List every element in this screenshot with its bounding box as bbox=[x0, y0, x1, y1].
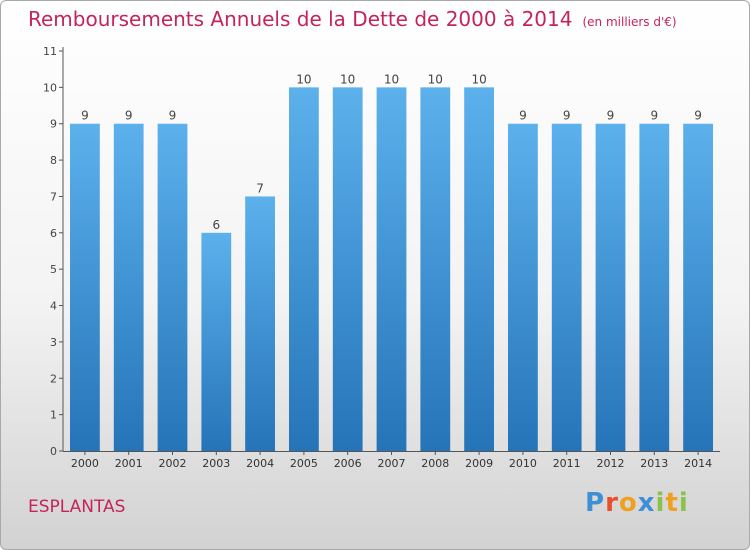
logo-letter: t bbox=[665, 488, 679, 518]
x-tick-label: 2008 bbox=[421, 457, 449, 470]
bar bbox=[508, 123, 538, 452]
x-tick-label: 2000 bbox=[71, 457, 99, 470]
logo-letter: i bbox=[678, 488, 689, 518]
logo-letter: o bbox=[618, 488, 638, 518]
unit-label: (en milliers d'€) bbox=[582, 15, 677, 29]
data-label: 10 bbox=[471, 72, 486, 86]
data-label: 10 bbox=[296, 72, 311, 86]
logo-letter: x bbox=[637, 488, 656, 518]
y-tick-label: 1 bbox=[50, 409, 57, 422]
x-tick-label: 2009 bbox=[465, 457, 493, 470]
data-label: 9 bbox=[125, 109, 133, 123]
bar bbox=[420, 87, 451, 451]
x-tick-label: 2014 bbox=[684, 457, 712, 470]
x-tick-label: 2011 bbox=[553, 457, 581, 470]
data-label: 9 bbox=[519, 109, 527, 123]
y-tick-label: 2 bbox=[50, 372, 57, 385]
y-tick-label: 7 bbox=[50, 190, 57, 203]
data-label: 9 bbox=[650, 109, 658, 123]
bar bbox=[201, 232, 232, 451]
y-tick-label: 10 bbox=[43, 81, 57, 94]
commune-name: ESPLANTAS bbox=[28, 497, 126, 517]
y-tick-label: 3 bbox=[50, 336, 57, 349]
y-tick-label: 8 bbox=[50, 154, 57, 167]
x-tick-label: 2003 bbox=[202, 457, 230, 470]
bar bbox=[332, 87, 363, 451]
logo-letter: P bbox=[585, 488, 606, 518]
data-label: 10 bbox=[428, 72, 443, 86]
x-tick-label: 2010 bbox=[509, 457, 537, 470]
x-tick-label: 2013 bbox=[640, 457, 668, 470]
logo-letter: r bbox=[605, 488, 619, 518]
x-tick-label: 2002 bbox=[159, 457, 187, 470]
x-tick-label: 2006 bbox=[334, 457, 362, 470]
data-label: 9 bbox=[694, 109, 702, 123]
data-label: 7 bbox=[256, 181, 264, 195]
x-tick-label: 2012 bbox=[597, 457, 625, 470]
y-tick-label: 4 bbox=[50, 300, 57, 313]
data-label: 9 bbox=[563, 109, 571, 123]
x-tick-label: 2005 bbox=[290, 457, 318, 470]
y-tick-label: 11 bbox=[43, 45, 57, 58]
logo-letter: i bbox=[655, 488, 666, 518]
bar bbox=[595, 123, 626, 452]
chart-title-text: Remboursements Annuels de la Dette de 20… bbox=[28, 7, 573, 31]
y-tick-label: 6 bbox=[50, 227, 57, 240]
x-tick-label: 2007 bbox=[378, 457, 406, 470]
bar bbox=[639, 123, 670, 452]
data-label: 9 bbox=[81, 109, 89, 123]
y-tick-label: 9 bbox=[50, 118, 57, 131]
bar bbox=[683, 123, 713, 452]
bar bbox=[376, 87, 407, 451]
bar bbox=[289, 87, 319, 451]
bar bbox=[113, 123, 144, 452]
bar bbox=[157, 123, 188, 452]
chart-title: Remboursements Annuels de la Dette de 20… bbox=[28, 7, 677, 31]
data-label: 6 bbox=[212, 218, 220, 232]
proxiti-logo: Proxiti bbox=[585, 488, 689, 518]
data-label: 10 bbox=[384, 72, 399, 86]
data-label: 9 bbox=[169, 109, 177, 123]
bar bbox=[551, 123, 582, 452]
bar bbox=[245, 196, 275, 451]
bar bbox=[464, 87, 494, 451]
y-tick-label: 0 bbox=[50, 445, 57, 458]
data-label: 10 bbox=[340, 72, 355, 86]
y-tick-label: 5 bbox=[50, 263, 57, 276]
x-tick-label: 2001 bbox=[115, 457, 143, 470]
bar bbox=[70, 123, 100, 452]
data-label: 9 bbox=[607, 109, 615, 123]
x-tick-label: 2004 bbox=[246, 457, 274, 470]
